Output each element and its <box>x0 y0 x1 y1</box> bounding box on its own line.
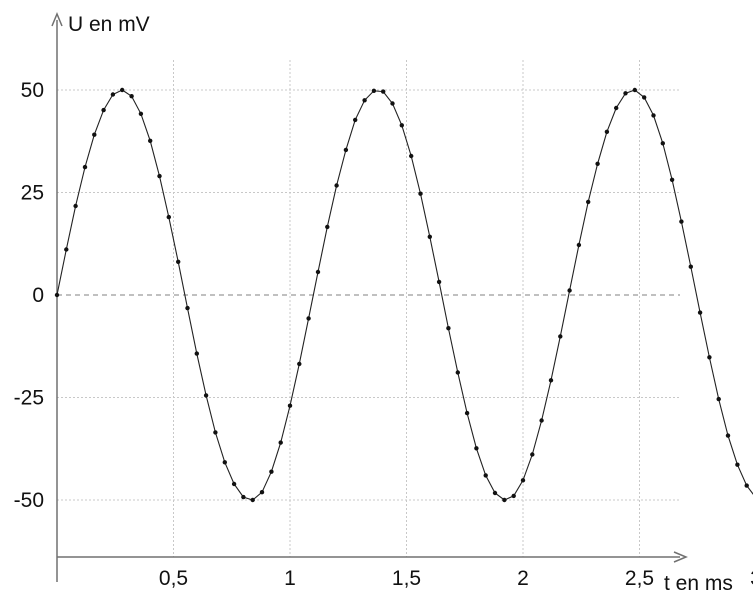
data-point <box>725 433 731 438</box>
y-axis-label: U en mV <box>68 13 150 36</box>
data-point <box>138 111 144 117</box>
data-point <box>651 113 656 118</box>
x-tick-label: 1 <box>284 567 296 590</box>
data-point <box>194 351 199 356</box>
x-tick-labels: 0,511,522,533,544,55 <box>159 567 753 590</box>
x-axis-label: t en ms <box>664 572 733 595</box>
data-point <box>381 89 386 94</box>
data-point <box>287 403 293 408</box>
data-point <box>427 234 432 239</box>
data-point <box>679 219 684 224</box>
data-point <box>110 92 116 97</box>
y-tick-labels: 50 25 0 -25 -50 <box>14 79 44 512</box>
data-point <box>539 418 544 423</box>
data-point <box>446 326 451 331</box>
data-point <box>101 107 106 113</box>
data-point <box>697 310 703 315</box>
data-point <box>54 292 60 298</box>
data-point <box>436 279 442 285</box>
data-point <box>148 138 153 143</box>
data-point <box>530 452 535 457</box>
data-point <box>297 361 302 367</box>
data-point <box>82 164 88 170</box>
data-points <box>54 87 749 503</box>
x-axis-arrow-icon <box>673 551 688 563</box>
x-tick-label: 1,5 <box>392 567 421 590</box>
data-point <box>185 305 190 311</box>
data-point <box>642 95 647 100</box>
data-point <box>558 334 563 339</box>
data-point <box>744 483 749 488</box>
data-point <box>595 161 600 166</box>
y-tick-label: -50 <box>14 489 44 512</box>
data-point <box>623 91 628 96</box>
data-point <box>492 490 498 496</box>
data-point <box>483 473 488 478</box>
data-point <box>306 316 311 321</box>
data-point <box>166 214 171 220</box>
data-point <box>632 87 637 93</box>
data-point <box>250 497 255 503</box>
data-point <box>231 481 237 487</box>
data-point <box>222 460 227 465</box>
data-point <box>688 264 693 269</box>
y-axis-arrow-icon <box>51 12 63 27</box>
data-point <box>315 269 321 275</box>
data-point <box>241 494 246 500</box>
data-point <box>735 462 740 467</box>
data-point <box>278 440 283 445</box>
data-point <box>669 177 675 182</box>
data-point <box>464 410 470 416</box>
data-point <box>455 370 460 375</box>
data-point <box>203 393 209 398</box>
data-point <box>586 199 591 205</box>
data-point <box>213 430 218 435</box>
data-point <box>707 355 712 360</box>
x-tick-label: 0,5 <box>159 567 188 590</box>
data-point <box>120 87 125 93</box>
data-point <box>390 101 395 106</box>
data-point <box>399 123 404 128</box>
data-point <box>614 105 619 111</box>
y-tick-label: 50 <box>21 79 44 102</box>
data-point <box>567 288 572 293</box>
data-point <box>604 129 610 134</box>
data-point <box>511 493 516 499</box>
data-point <box>520 478 526 483</box>
data-point <box>176 259 181 264</box>
data-point <box>343 147 349 153</box>
data-point <box>371 88 377 94</box>
data-point <box>548 378 554 383</box>
data-point <box>129 94 134 99</box>
axes <box>51 12 688 582</box>
data-point <box>353 117 358 123</box>
data-point <box>576 242 582 248</box>
data-point <box>716 396 721 402</box>
data-point <box>92 132 97 137</box>
x-tick-label: 2,5 <box>625 567 654 590</box>
series-line <box>56 89 753 501</box>
data-point <box>325 224 330 230</box>
data-point <box>409 153 414 159</box>
data-point <box>502 497 507 503</box>
grid <box>57 60 680 557</box>
data-point <box>269 469 274 474</box>
x-tick-label: 2 <box>517 567 529 590</box>
data-point <box>64 247 69 252</box>
data-point <box>73 203 78 209</box>
x-tick-label: 3 <box>750 567 753 590</box>
data-point <box>259 490 265 495</box>
data-point <box>362 98 367 103</box>
y-tick-label: -25 <box>14 387 44 410</box>
data-point <box>334 183 339 188</box>
data-point <box>660 141 665 146</box>
data-point <box>418 191 423 196</box>
data-point <box>157 173 162 179</box>
y-tick-label: 25 <box>21 182 44 205</box>
data-point <box>474 446 479 451</box>
y-tick-label: 0 <box>32 284 44 307</box>
